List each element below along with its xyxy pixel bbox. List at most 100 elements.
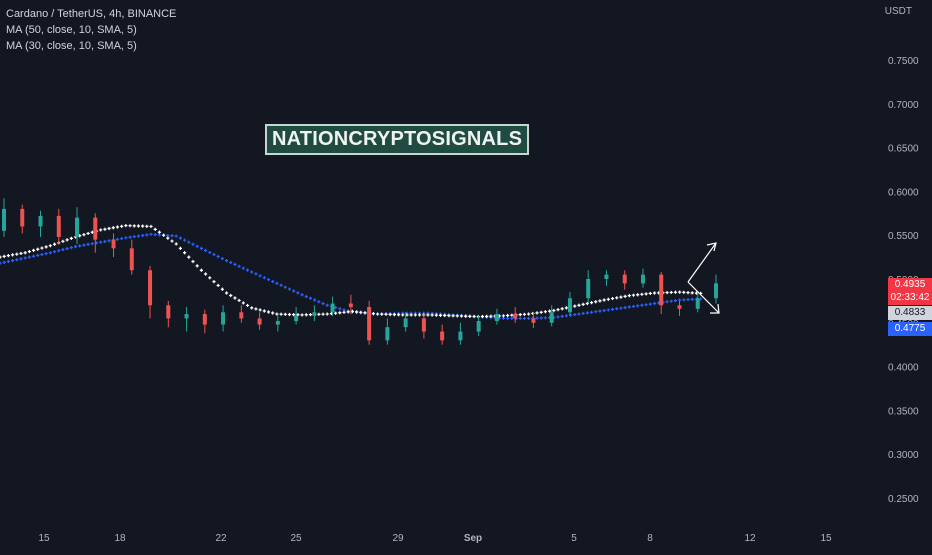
ma-30-point [384,312,388,316]
candle-body [75,217,80,237]
ma-50-point [573,313,577,317]
ma-30-point [275,312,279,316]
ma-30-point [594,300,598,304]
ma-50-point [283,285,287,289]
ma-50-point [623,306,627,310]
ma-30-point [300,313,304,317]
ma-30-point [40,246,44,250]
ma-30-point [388,312,392,317]
ma-30-point [262,309,266,313]
time-tick-label: 8 [647,533,653,544]
time-tick-label: 5 [571,533,577,544]
candles [2,198,718,345]
ma-30-point [686,291,690,295]
ma-50-point [266,277,271,282]
ma-50-point [510,316,514,321]
candle-body [221,312,226,325]
ma-30-point [292,313,296,317]
ma-50-point [631,304,636,309]
ma-50-point [2,260,6,264]
ma-30-point [577,303,581,307]
ma-30-point [27,249,31,254]
ma-30-point [644,292,648,296]
ma-30-point [107,226,111,231]
price-tick-label: 0.6000 [888,187,919,198]
ma-30-point [162,233,166,237]
ma-50-point [640,303,644,307]
ma-50-point [103,239,107,244]
ma-50-point [65,247,69,251]
ma-50-point [174,234,178,238]
ma-50-point [15,258,19,262]
ma-50-point [686,297,690,302]
ma-30-point [23,251,27,255]
candle-body [421,318,426,332]
ma-30-point [279,312,283,316]
ma-30-point [187,255,191,259]
ma-30-point [438,313,443,317]
ma-30-point [191,259,195,264]
ma-30-point [61,239,65,243]
ma-30-point [342,310,346,314]
bar-countdown: 02:33:42 [890,292,930,303]
ma-30-point [539,310,543,314]
ma-30-point [665,290,669,295]
ma-30-point [266,310,271,314]
candle-body [604,274,609,279]
ma-30-point [409,313,413,317]
time-axis[interactable]: 15 18 22 25 29 Sep 5 8 12 15 [38,533,832,544]
current-price-value: 0.4935 [894,279,926,290]
ma-50-point [6,259,10,264]
candle-body [148,270,153,306]
candle-body [166,305,171,319]
ma-50-point [120,236,124,241]
candle-body [202,314,207,325]
ma-30-point [52,242,57,246]
ma-50-point [195,244,199,248]
time-tick-label: 15 [38,533,50,544]
ma-50-point [317,300,321,304]
price-tick-label: 0.2500 [888,494,919,505]
ma-50-point [170,234,174,238]
ma-30-point [136,224,141,228]
ma-30-point [36,247,40,251]
ma-50-point [203,248,208,252]
ma-30-point [573,304,577,308]
ma-50-point [82,243,86,247]
time-tick-label: Sep [464,533,482,544]
ma-30-point [153,227,157,231]
ma-50-point [220,256,224,261]
ma-30-point [149,224,153,229]
ma-50-point [182,238,187,242]
ma-30-point [459,314,464,318]
ma-30-legend[interactable]: MA (30, close, 10, SMA, 5) [6,40,137,52]
ma-50-point [199,246,203,250]
price-axis-unit[interactable]: USDT [884,6,912,17]
ma-50-point [300,293,304,297]
candle-body [348,303,353,308]
ma-50-point [627,305,631,309]
ma-50-legend[interactable]: MA (50, close, 10, SMA, 5) [6,24,137,36]
ma-50-point [0,261,2,265]
symbol-title[interactable]: Cardano / TetherUS, 4h, BINANCE [6,8,177,20]
ma-50-point [636,304,640,308]
ma-30-point [48,244,52,248]
ma-30-point [417,313,422,317]
ma-30-point [287,312,292,317]
ma-30-point [86,231,90,236]
ma-50-point [212,252,216,257]
ma-30-point [111,226,115,230]
ma-50-point [644,303,648,307]
ma-30-point [552,308,556,313]
ma-50-point [44,251,48,256]
ma-30-point [141,224,145,228]
ma-30-point [182,251,187,255]
watermark-logo: NATIONCRYPTOSIGNALS [265,124,530,155]
ma-50-point [250,270,254,274]
ma-30-point [543,310,548,314]
price-tick-label: 0.3500 [888,406,919,417]
ma-50-point [602,308,606,313]
price-tick-label: 0.5500 [888,231,919,242]
